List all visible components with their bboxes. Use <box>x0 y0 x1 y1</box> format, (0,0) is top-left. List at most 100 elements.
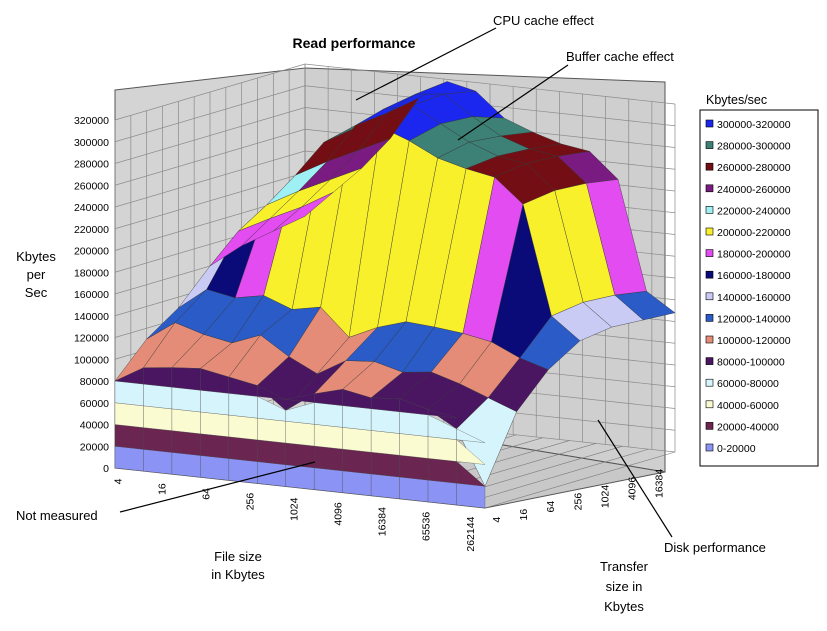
surface-skirt-cell <box>143 449 173 475</box>
z-axis-label-line: Sec <box>25 285 48 300</box>
surface-skirt-cell <box>342 470 372 496</box>
x-axis-label: File size in Kbytes <box>211 549 265 582</box>
legend-label: 40000-60000 <box>717 400 779 412</box>
buffer-cache-leader <box>457 64 569 141</box>
file-size-tick-label: 262144 <box>465 516 477 551</box>
transfer-size-tick-label: 256 <box>572 493 584 511</box>
transfer-size-tick-label: 4 <box>491 517 503 523</box>
file-size-tick-label: 16 <box>156 483 168 495</box>
legend-swatch <box>705 227 714 236</box>
legend: 300000-320000 280000-300000 260000-280000 2… <box>705 119 791 455</box>
surface-skirt-cell <box>427 479 457 506</box>
z-tick-label: 0 <box>103 463 109 475</box>
file-size-tick-label: 1024 <box>289 497 301 521</box>
legend-swatch <box>705 378 714 387</box>
legend-label: 60000-80000 <box>717 378 779 390</box>
surface-skirt-cell <box>171 430 201 456</box>
y-axis-label-line: Transfer <box>600 559 649 574</box>
annotation-disk-performance: Disk performance <box>664 540 766 555</box>
legend-label: 180000-200000 <box>717 249 791 261</box>
surface-skirt-cell <box>200 455 229 481</box>
z-axis-label-line: Kbytes <box>16 249 56 264</box>
surface-skirt-cell <box>371 452 400 478</box>
annotation-cpu-cache: CPU cache effect <box>493 13 594 28</box>
surface-skirt-cell <box>427 436 457 462</box>
annotation-buffer-cache: Buffer cache effect <box>566 49 674 64</box>
not-measured-leader <box>119 461 316 513</box>
z-tick-label: 40000 <box>80 420 109 432</box>
surface-skirt-cell <box>342 448 372 475</box>
z-tick-label: 60000 <box>80 398 109 410</box>
legend-swatch <box>705 443 714 452</box>
file-size-tick-label: 64 <box>201 488 213 500</box>
surface-skirt-cell <box>143 383 173 410</box>
transfer-size-tick-label: 4096 <box>627 477 639 501</box>
legend-label: 140000-160000 <box>717 292 791 304</box>
legend-label: 220000-240000 <box>717 205 791 217</box>
y-axis-label-line: Kbytes <box>604 599 644 614</box>
legend-label: 160000-180000 <box>717 270 791 282</box>
surface-skirt-cell <box>399 455 429 481</box>
legend-swatch <box>705 335 714 344</box>
legend-swatch <box>705 422 714 430</box>
surface-cell <box>614 291 676 321</box>
surface-skirt-cell <box>200 390 229 416</box>
surface-skirt-cell <box>456 439 486 465</box>
transfer-size-tick-label: 16384 <box>654 469 666 498</box>
legend-label: 280000-300000 <box>717 141 791 153</box>
surface-skirt-cell <box>114 446 144 472</box>
z-tick-label: 260000 <box>74 180 109 192</box>
annotation-not-measured: Not measured <box>16 508 98 523</box>
legend-title: Kbytes/sec <box>706 93 767 107</box>
z-axis-ticks: 0 20000 40000 60000 80000 100000 120000 140000 1… <box>74 115 109 475</box>
surface-skirt-cell <box>171 408 201 434</box>
legend-swatch <box>705 270 714 279</box>
z-tick-label: 300000 <box>74 137 109 149</box>
surface-skirt-cell <box>342 405 372 431</box>
surface-skirt-cell <box>171 367 201 391</box>
y-axis-label: Transfer size in Kbytes <box>600 559 649 614</box>
file-size-tick-label: 256 <box>245 493 257 511</box>
z-axis-label-line: per <box>27 267 46 282</box>
surface-skirt-cell <box>314 467 343 493</box>
surface-skirt-cell <box>257 461 286 487</box>
z-axis-label: Kbytes per Sec <box>16 249 56 300</box>
legend-swatch <box>705 314 714 322</box>
surface-skirt-cell <box>456 461 486 487</box>
z-tick-label: 140000 <box>74 311 109 323</box>
z-tick-label: 320000 <box>74 115 109 127</box>
surface-skirt-cell <box>285 442 315 468</box>
file-size-tick-label: 4 <box>112 478 124 484</box>
x-axis-label-line: in Kbytes <box>211 567 265 582</box>
surface-skirt-cell <box>143 427 173 453</box>
legend-swatch <box>705 292 714 301</box>
surface-skirt-cell <box>314 445 343 472</box>
chart-title: Read performance <box>293 35 416 51</box>
file-size-ticks: 4 16 64 256 1024 4096 16384 65536 262144 <box>112 478 476 551</box>
z-tick-label: 200000 <box>74 246 109 258</box>
surface-skirt-cell <box>228 414 258 441</box>
surface-skirt-cell <box>399 411 429 437</box>
legend-label: 100000-120000 <box>717 335 791 347</box>
surface-skirt-cell <box>228 458 258 484</box>
surface-skirt-cell <box>456 428 486 443</box>
surface-skirt-cell <box>257 417 286 444</box>
legend-label: 260000-280000 <box>717 162 791 174</box>
surface-skirt-cell <box>314 402 343 428</box>
transfer-size-tick-label: 64 <box>545 501 557 513</box>
legend-swatch <box>705 206 714 214</box>
surface-skirt-cell <box>371 473 400 499</box>
legend-label: 300000-320000 <box>717 119 791 131</box>
surface-skirt-cell <box>399 476 429 503</box>
surface-skirt-cell <box>285 421 315 447</box>
x-axis-label-line: File size <box>214 549 262 564</box>
legend-swatch <box>705 141 714 149</box>
surface-skirt-cell <box>200 411 229 437</box>
z-tick-label: 160000 <box>74 289 109 301</box>
legend-swatch <box>705 249 714 257</box>
surface-skirt-cell <box>257 439 286 465</box>
z-tick-label: 20000 <box>80 441 109 453</box>
file-size-tick-label: 16384 <box>377 507 389 536</box>
legend-label: 240000-260000 <box>717 184 791 196</box>
